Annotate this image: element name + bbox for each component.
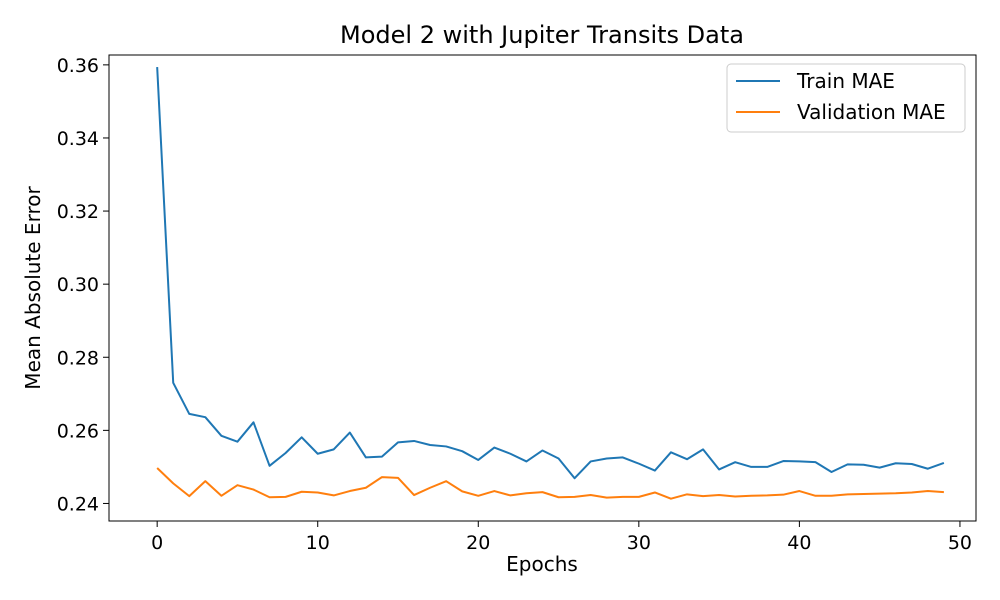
series-lines xyxy=(156,67,945,500)
series-line-validation xyxy=(156,467,944,500)
y-tick-label: 0.36 xyxy=(57,55,99,77)
plot-area xyxy=(108,54,977,522)
y-axis-ticks: 0.24 0.26 0.28 0.30 0.32 0.34 0.36 xyxy=(57,55,109,515)
legend-label-train: Train MAE xyxy=(796,69,895,93)
y-tick-label: 0.26 xyxy=(57,420,99,442)
x-tick-label: 30 xyxy=(627,532,651,554)
y-axis-label: Mean Absolute Error xyxy=(21,186,45,390)
legend-box xyxy=(726,63,966,133)
series-line-train xyxy=(156,67,945,480)
y-tick-label: 0.30 xyxy=(57,274,99,296)
x-tick-label: 40 xyxy=(787,532,811,554)
x-tick-label: 0 xyxy=(151,532,163,554)
x-axis-ticks: 0 10 20 30 40 50 xyxy=(151,521,972,554)
x-tick-label: 20 xyxy=(466,532,490,554)
y-tick-label: 0.34 xyxy=(57,128,99,150)
chart-title: Model 2 with Jupiter Transits Data xyxy=(340,21,744,49)
x-tick-label: 50 xyxy=(948,532,972,554)
y-tick-label: 0.32 xyxy=(57,201,99,223)
y-tick-label: 0.28 xyxy=(57,347,99,369)
legend: Train MAE Validation MAE xyxy=(726,63,966,133)
y-tick-label: 0.24 xyxy=(57,493,99,515)
x-axis-label: Epochs xyxy=(506,552,578,576)
x-tick-label: 10 xyxy=(306,532,330,554)
axes-frame xyxy=(108,54,977,522)
legend-label-validation: Validation MAE xyxy=(797,100,946,124)
